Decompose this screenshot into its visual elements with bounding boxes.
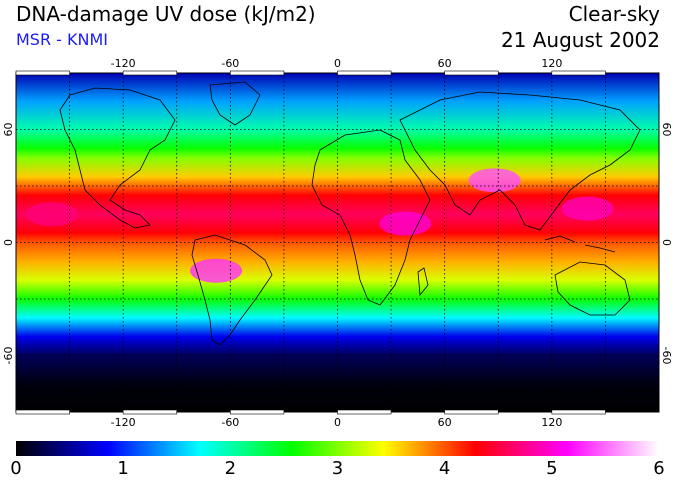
coastline-antarctica: [16, 391, 659, 401]
coastline-madagascar: [417, 267, 429, 297]
colorbar-tick-label: 0: [10, 458, 22, 479]
longitude-label: 0: [334, 57, 341, 70]
frame-segment: [230, 409, 285, 415]
coastline-indonesia: [544, 235, 616, 253]
colorbar-tick-label: 2: [224, 458, 237, 479]
latitude-label: -60: [660, 347, 673, 365]
hotspot-east-african-highlands: [379, 211, 432, 236]
latitude-labels-right: 60 0 -60: [660, 123, 673, 365]
longitude-labels-top: -120 -60 0 60 120: [111, 57, 563, 70]
hotspot-layer: [25, 168, 614, 283]
coastline-australia: [554, 261, 631, 316]
coastline-asia: [399, 91, 641, 231]
source-label: MSR - KNMI: [16, 30, 109, 49]
frame-segment: [551, 409, 606, 415]
longitude-labels-bottom: -120 -60 0 60 120: [111, 416, 563, 429]
coastline-greenland: [209, 81, 261, 126]
frame-segment: [444, 70, 499, 76]
colorbar-tick-label: 6: [653, 458, 665, 479]
hotspot-eastern-pacific: [25, 202, 78, 227]
longitude-label: -60: [221, 57, 239, 70]
sky-condition-label: Clear-sky: [568, 2, 660, 26]
latitude-label: 60: [2, 123, 15, 137]
coastline-africa-europe: [311, 129, 431, 306]
frame-segment: [444, 409, 499, 415]
frame-segment: [15, 409, 70, 415]
longitude-label: 60: [438, 57, 452, 70]
longitude-label: -60: [221, 416, 239, 429]
colorbar-tick-label: 1: [117, 458, 129, 479]
hotspot-tibetan-plateau: [468, 168, 521, 193]
latitude-label: 60: [660, 123, 673, 137]
longitude-label: 120: [541, 57, 562, 70]
colorbar-tick-label: 3: [331, 458, 344, 479]
colorbar-tick-label: 4: [438, 458, 451, 479]
latitude-label: 0: [2, 239, 15, 246]
coastline-north-america: [59, 87, 176, 229]
frame-segment: [337, 70, 392, 76]
date-label: 21 August 2002: [500, 28, 660, 52]
latitude-labels-left: 60 0 -60: [2, 123, 15, 365]
colorbar-tick-label: 5: [546, 458, 558, 479]
frame-segment: [230, 70, 285, 76]
longitude-label: -120: [111, 416, 136, 429]
colorbar: [16, 441, 659, 456]
latitude-label: -60: [2, 347, 15, 365]
frame-segment: [337, 409, 392, 415]
coastline-south-america: [191, 234, 273, 346]
longitude-label: 120: [541, 416, 562, 429]
hotspot-western-pacific: [561, 196, 614, 221]
frame-ticks: [15, 70, 606, 415]
frame-segment: [122, 409, 178, 415]
frame-segment: [551, 70, 606, 76]
frame-segment: [15, 70, 70, 76]
graticule: [16, 73, 659, 412]
longitude-label: 0: [334, 416, 341, 429]
map-title: DNA-damage UV dose (kJ/m2): [16, 2, 316, 26]
longitude-label: 60: [438, 416, 452, 429]
hotspot-andes: [190, 258, 243, 283]
coastline-layer: [16, 81, 659, 401]
latitude-label: 0: [660, 239, 673, 246]
longitude-label: -120: [111, 57, 136, 70]
frame-segment: [122, 70, 178, 76]
